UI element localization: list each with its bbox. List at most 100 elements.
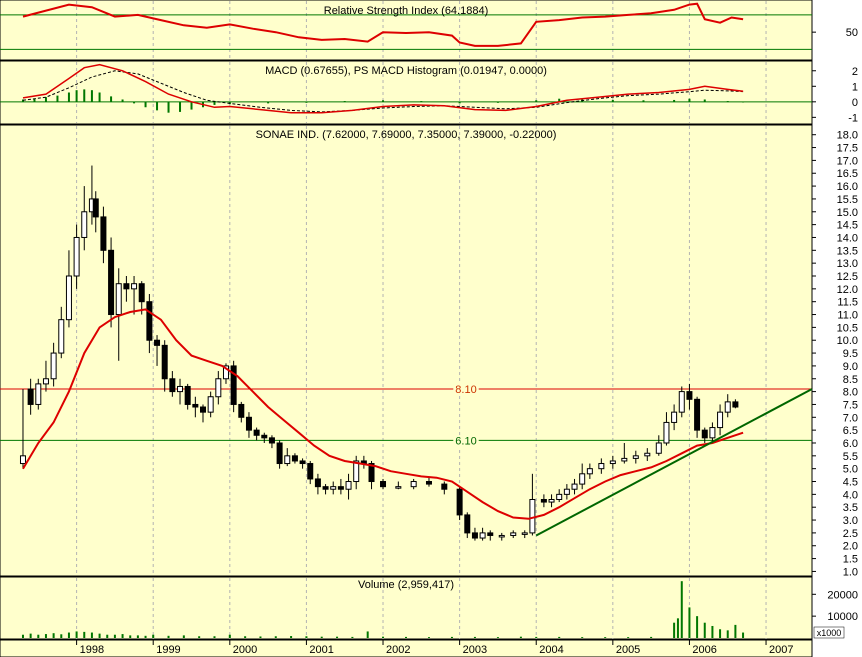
candle-body <box>717 411 724 429</box>
candle-body <box>701 429 708 439</box>
volume-bar <box>90 632 93 638</box>
volume-bar <box>29 633 32 638</box>
volume-bar <box>680 581 683 638</box>
macd-histogram-bar <box>458 101 461 104</box>
price-tick-label: 10.5 <box>837 322 858 334</box>
rsi-y-ticks: 50 <box>812 27 858 39</box>
volume-bar <box>21 634 24 638</box>
volume-bar <box>703 622 706 638</box>
candle-body <box>395 486 402 489</box>
candle-body <box>598 463 605 470</box>
volume-bar <box>198 636 201 638</box>
price-tick-label: 2.0 <box>843 541 858 553</box>
macd-histogram-bar <box>213 101 216 105</box>
macd-title: MACD (0.67655), PS MACD Histogram (0.019… <box>265 65 547 77</box>
macd-histogram-bar <box>343 101 346 103</box>
price-tick-label: 8.0 <box>843 387 858 399</box>
volume-y-ticks: 20000 10000 <box>812 589 858 623</box>
volume-bar <box>182 635 185 638</box>
volume-bar <box>83 631 86 638</box>
candle-body <box>92 198 99 218</box>
candle-body <box>154 339 161 346</box>
volume-bar <box>673 622 676 638</box>
candle-body <box>215 378 222 398</box>
macd-histogram-bar <box>121 99 124 102</box>
macd-histogram-bar <box>558 98 561 102</box>
macd-histogram-bar <box>420 101 423 103</box>
macd-histogram-bar <box>75 90 78 102</box>
x-tick-label: 2007 <box>769 644 793 656</box>
price-panel-bg <box>0 124 813 577</box>
volume-title: Volume (2,959,417) <box>358 579 454 591</box>
candle-body <box>27 388 34 405</box>
price-level-lines: 8.10 6.10 <box>0 384 812 448</box>
price-tick-label: 13.0 <box>837 258 858 270</box>
candle-body <box>571 483 578 490</box>
volume-bar <box>535 636 538 638</box>
candle-body <box>337 486 344 490</box>
candle-body <box>471 532 478 539</box>
candle-body <box>222 365 229 380</box>
volume-bar <box>351 636 354 638</box>
volume-bar <box>382 636 385 638</box>
volume-bar <box>67 632 70 638</box>
macd-histogram-bar <box>179 101 182 112</box>
price-tick-label: 1.5 <box>843 554 858 566</box>
volume-bar <box>336 636 339 638</box>
macd-histogram-bar <box>144 101 147 108</box>
support-label: 6.10 <box>455 435 476 447</box>
candle-body <box>291 455 298 462</box>
candle-body <box>35 383 42 405</box>
price-tick-label: 7.5 <box>843 399 858 411</box>
volume-bar <box>405 636 407 638</box>
candle-body <box>425 481 432 485</box>
candle-body <box>19 455 26 465</box>
rsi-title: Relative Strength Index (64.1884) <box>324 5 489 17</box>
price-series <box>22 308 813 537</box>
price-tick-label: 4.0 <box>843 489 858 501</box>
macd-histogram-bar <box>267 101 270 104</box>
volume-bar <box>726 630 729 638</box>
volume-bars <box>21 581 745 638</box>
candle-body <box>579 473 586 485</box>
candle-body <box>146 301 153 341</box>
price-tick-label: 15.0 <box>837 207 858 219</box>
x-tick-label: 1999 <box>156 644 180 656</box>
macd-histogram-bar <box>110 96 113 102</box>
volume-bar <box>290 636 293 638</box>
candle-body <box>686 391 693 400</box>
x-axis-bg <box>0 639 813 657</box>
price-tick-label: 9.0 <box>843 361 858 373</box>
volume-bar <box>676 618 679 638</box>
candle-body <box>644 452 651 457</box>
candle-body <box>177 385 184 393</box>
volume-panel-bg <box>0 576 813 640</box>
candle-body <box>353 460 360 483</box>
candle-body <box>138 283 145 303</box>
x-tick-label: 2002 <box>386 644 410 656</box>
candle-body <box>671 411 678 423</box>
resistance-label: 8.10 <box>455 384 476 396</box>
volume-bar <box>37 634 40 638</box>
x-tick-label: 2000 <box>233 644 257 656</box>
macd-panel: MACD (0.67655), PS MACD Histogram (0.019… <box>0 60 858 125</box>
candle-body <box>732 401 739 408</box>
candle-body <box>261 434 268 439</box>
candle-body <box>456 488 463 516</box>
price-tick-label: 11.5 <box>837 297 858 309</box>
volume-bar <box>60 634 63 638</box>
volume-bar <box>259 636 262 638</box>
candle-body <box>100 216 107 251</box>
level-label-bg <box>453 384 479 397</box>
candle-body <box>58 319 65 354</box>
volume-scale-label: x1000 <box>817 628 842 638</box>
macd-tick-label: 2 <box>852 66 858 78</box>
candle-body <box>322 486 329 490</box>
candle-body <box>694 398 701 431</box>
candle-body <box>655 442 662 454</box>
candle-body <box>284 455 291 465</box>
price-tick-label: 16.0 <box>837 181 858 193</box>
candle-body <box>368 463 375 483</box>
candle-body <box>268 437 275 444</box>
